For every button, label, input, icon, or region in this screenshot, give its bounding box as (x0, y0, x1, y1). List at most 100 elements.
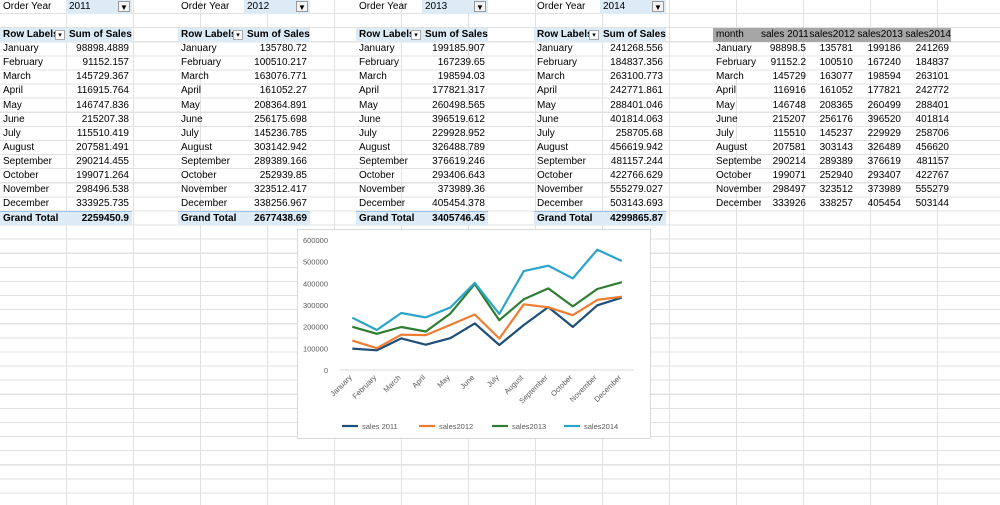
pivot-row-value[interactable]: 242771.861 (610, 85, 663, 97)
summary-cell[interactable]: 260499 (867, 99, 901, 111)
pivot-row-label[interactable]: November (181, 184, 228, 196)
summary-cell[interactable]: 241269 (915, 43, 949, 55)
summary-cell[interactable]: 161052 (819, 85, 853, 97)
filter-icon[interactable]: ▼ (296, 1, 308, 12)
pivot-row-label[interactable]: January (537, 43, 573, 55)
row-labels-dropdown-icon[interactable]: ▾ (55, 30, 65, 40)
summary-cell[interactable]: November (716, 184, 761, 196)
pivot-row-value[interactable]: 177821.317 (432, 85, 485, 97)
pivot-row-value[interactable]: 199071.264 (76, 170, 129, 181)
pivot-row-value[interactable]: 100510.217 (254, 57, 307, 69)
pivot-row-value[interactable]: 207581.491 (76, 141, 129, 153)
pivot-row-value[interactable]: 263100.773 (610, 71, 663, 83)
pivot-row-label[interactable]: May (537, 99, 556, 111)
summary-cell[interactable]: 256176 (819, 113, 853, 125)
pivot-row-label[interactable]: July (359, 127, 377, 139)
pivot-row-label[interactable]: October (537, 170, 573, 181)
summary-cell[interactable]: 338257 (819, 198, 853, 210)
pivot-row-value[interactable]: 323512.417 (254, 184, 307, 196)
sales-line-chart[interactable]: 0 100000 200000 300000 400000 500000 600000 Jan… (297, 229, 651, 439)
pivot-row-label[interactable]: February (181, 57, 222, 69)
summary-cell[interactable]: 555279 (915, 184, 949, 196)
pivot-row-label[interactable]: April (359, 85, 380, 97)
summary-cell[interactable]: 258706 (915, 127, 949, 139)
filter-icon[interactable]: ▼ (118, 1, 130, 12)
pivot-row-label[interactable]: August (181, 141, 213, 153)
pivot-row-value[interactable]: 163076.771 (254, 71, 307, 83)
pivot-row-label[interactable]: June (537, 113, 559, 125)
summary-cell[interactable]: March (716, 71, 744, 83)
summary-cell[interactable]: 145729 (772, 71, 806, 83)
pivot-row-value[interactable]: 481157.244 (610, 155, 663, 167)
order-year-filter-value[interactable]: 2014 (600, 0, 666, 14)
summary-cell[interactable]: 91152.2 (770, 57, 806, 69)
pivot-row-label[interactable]: November (359, 184, 406, 196)
pivot-row-value[interactable]: 146747.836 (76, 99, 129, 111)
summary-cell[interactable]: 98898.5 (769, 43, 806, 55)
pivot-row-label[interactable]: December (3, 198, 50, 210)
row-labels-dropdown-icon[interactable]: ▾ (589, 30, 599, 40)
summary-cell[interactable]: July (716, 127, 734, 139)
summary-cell[interactable]: 289389 (819, 155, 853, 167)
summary-cell[interactable]: 303143 (819, 141, 853, 153)
summary-cell[interactable]: 199071 (772, 170, 806, 181)
pivot-row-value[interactable]: 229928.952 (432, 127, 485, 139)
summary-cell[interactable]: 208365 (819, 99, 853, 111)
series-line-sales2014[interactable] (351, 248, 623, 332)
pivot-row-label[interactable]: October (181, 170, 217, 181)
pivot-row-value[interactable]: 135780.72 (259, 43, 307, 55)
summary-cell[interactable]: 298497 (772, 184, 806, 196)
pivot-row-label[interactable]: June (359, 113, 381, 125)
summary-header-cell[interactable]: sales 2011 (761, 28, 808, 42)
pivot-row-label[interactable]: January (3, 43, 39, 55)
pivot-row-label[interactable]: July (3, 127, 21, 139)
pivot-row-value[interactable]: 161052.27 (259, 85, 307, 97)
pivot-row-value[interactable]: 298496.538 (76, 184, 129, 196)
pivot-row-value[interactable]: 338256.967 (254, 198, 307, 210)
pivot-row-label[interactable]: July (181, 127, 199, 139)
summary-header-cell[interactable]: sales2012 (808, 28, 855, 42)
summary-cell[interactable]: 252940 (819, 170, 853, 181)
pivot-row-label[interactable]: September (181, 155, 230, 167)
filter-icon[interactable]: ▼ (652, 1, 664, 12)
filter-icon[interactable]: ▼ (474, 1, 486, 12)
pivot-row-value[interactable]: 503143.693 (610, 198, 663, 210)
pivot-row-value[interactable]: 290214.455 (76, 155, 129, 167)
summary-cell[interactable]: 481157 (916, 155, 949, 167)
pivot-row-label[interactable]: May (3, 99, 22, 111)
pivot-row-label[interactable]: January (181, 43, 217, 55)
pivot-row-label[interactable]: February (3, 57, 44, 69)
summary-cell[interactable]: January (716, 43, 752, 55)
pivot-row-label[interactable]: November (3, 184, 50, 196)
summary-cell[interactable]: 290214 (772, 155, 806, 167)
pivot-row-value[interactable]: 555279.027 (610, 184, 663, 196)
pivot-row-value[interactable]: 376619.246 (432, 155, 485, 167)
pivot-row-label[interactable]: August (537, 141, 569, 153)
pivot-row-value[interactable]: 215207.38 (81, 113, 129, 125)
summary-cell[interactable]: 456620 (915, 141, 949, 153)
summary-cell[interactable]: 396520 (867, 113, 901, 125)
pivot-row-label[interactable]: October (359, 170, 395, 181)
pivot-row-label[interactable]: March (537, 71, 565, 83)
summary-cell[interactable]: 116916 (773, 85, 806, 97)
pivot-row-label[interactable]: April (181, 85, 202, 97)
summary-cell[interactable]: 135781 (819, 43, 853, 55)
pivot-row-label[interactable]: October (3, 170, 39, 181)
pivot-row-value[interactable]: 326488.789 (432, 141, 485, 153)
pivot-row-value[interactable]: 456619.942 (610, 141, 663, 153)
summary-cell[interactable]: 163077 (819, 71, 853, 83)
pivot-row-label[interactable]: November (537, 184, 584, 196)
pivot-row-label[interactable]: May (181, 99, 200, 111)
summary-cell[interactable]: 323512 (819, 184, 853, 196)
summary-cell[interactable]: 373989 (867, 184, 901, 196)
summary-cell[interactable]: 263101 (915, 71, 949, 83)
pivot-row-value[interactable]: 145236.785 (254, 127, 307, 139)
summary-cell[interactable]: 198594 (867, 71, 901, 83)
summary-cell[interactable]: February (716, 57, 757, 69)
summary-cell[interactable]: 167240 (867, 57, 901, 69)
pivot-row-label[interactable]: June (181, 113, 203, 125)
summary-header-cell[interactable]: sales2013 (855, 28, 903, 42)
summary-cell[interactable]: 145237 (819, 127, 853, 139)
summary-cell[interactable]: 376619 (867, 155, 901, 167)
pivot-row-label[interactable]: March (3, 71, 31, 83)
